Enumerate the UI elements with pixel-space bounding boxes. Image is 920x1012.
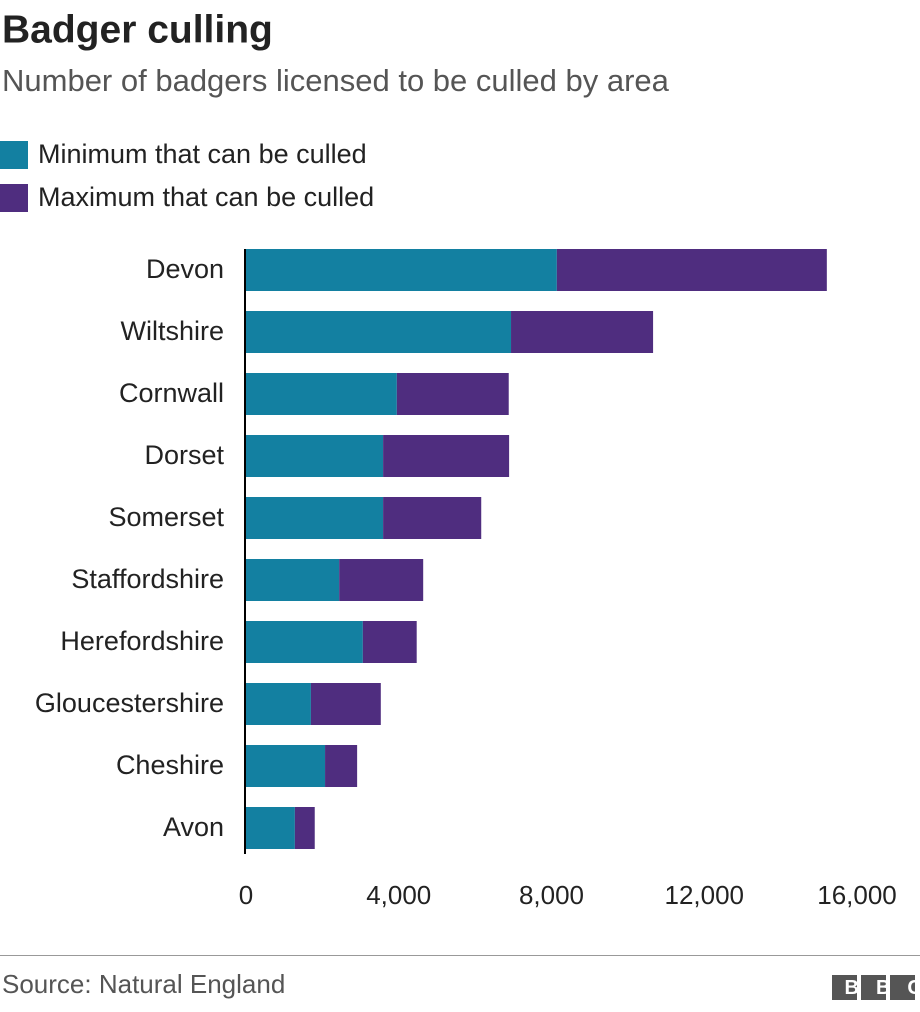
bar-segment xyxy=(383,435,510,477)
x-tick-label: 4,000 xyxy=(366,880,431,910)
source: Source: Natural England xyxy=(2,969,285,999)
legend-swatch xyxy=(0,184,28,212)
bar-segment xyxy=(246,807,295,849)
bar-segment xyxy=(246,745,326,787)
legend-label: Maximum that can be culled xyxy=(38,182,374,212)
logo-text: BBC xyxy=(845,977,920,999)
bar-segment xyxy=(339,559,424,601)
y-tick-label: Wiltshire xyxy=(120,316,224,346)
bar-segment xyxy=(362,621,417,663)
bar-segment xyxy=(246,435,384,477)
y-tick-label: Gloucestershire xyxy=(35,688,224,718)
y-tick-label: Cornwall xyxy=(119,378,224,408)
bar-segment xyxy=(246,621,363,663)
x-tick-label: 16,000 xyxy=(817,880,897,910)
legend-label: Minimum that can be culled xyxy=(38,139,367,169)
bar-segment xyxy=(246,559,340,601)
bar-segment xyxy=(511,311,654,353)
chart-subtitle: Number of badgers licensed to be culled … xyxy=(2,63,670,98)
y-tick-label: Somerset xyxy=(108,502,224,532)
bar-segment xyxy=(294,807,315,849)
y-tick-label: Devon xyxy=(146,254,224,284)
bar-segment xyxy=(383,497,482,539)
y-tick-label: Avon xyxy=(163,812,224,842)
bar-segment xyxy=(325,745,358,787)
x-tick-label: 0 xyxy=(239,880,253,910)
y-tick-label: Staffordshire xyxy=(71,564,224,594)
bar-segment xyxy=(310,683,381,725)
y-tick-label: Cheshire xyxy=(116,750,224,780)
bar-segment xyxy=(246,683,311,725)
x-tick-label: 12,000 xyxy=(664,880,744,910)
bar-segment xyxy=(246,249,557,291)
y-tick-label: Dorset xyxy=(144,440,224,470)
x-tick-label: 8,000 xyxy=(519,880,584,910)
bar-segment xyxy=(246,497,384,539)
bbc-logo: BBC xyxy=(832,975,920,1000)
bar-segment xyxy=(556,249,827,291)
bar-segment xyxy=(246,311,512,353)
bar-segment xyxy=(246,373,397,415)
y-tick-label: Herefordshire xyxy=(60,626,224,656)
chart-title: Badger culling xyxy=(2,8,273,51)
legend-swatch xyxy=(0,141,28,169)
bar-segment xyxy=(396,373,509,415)
